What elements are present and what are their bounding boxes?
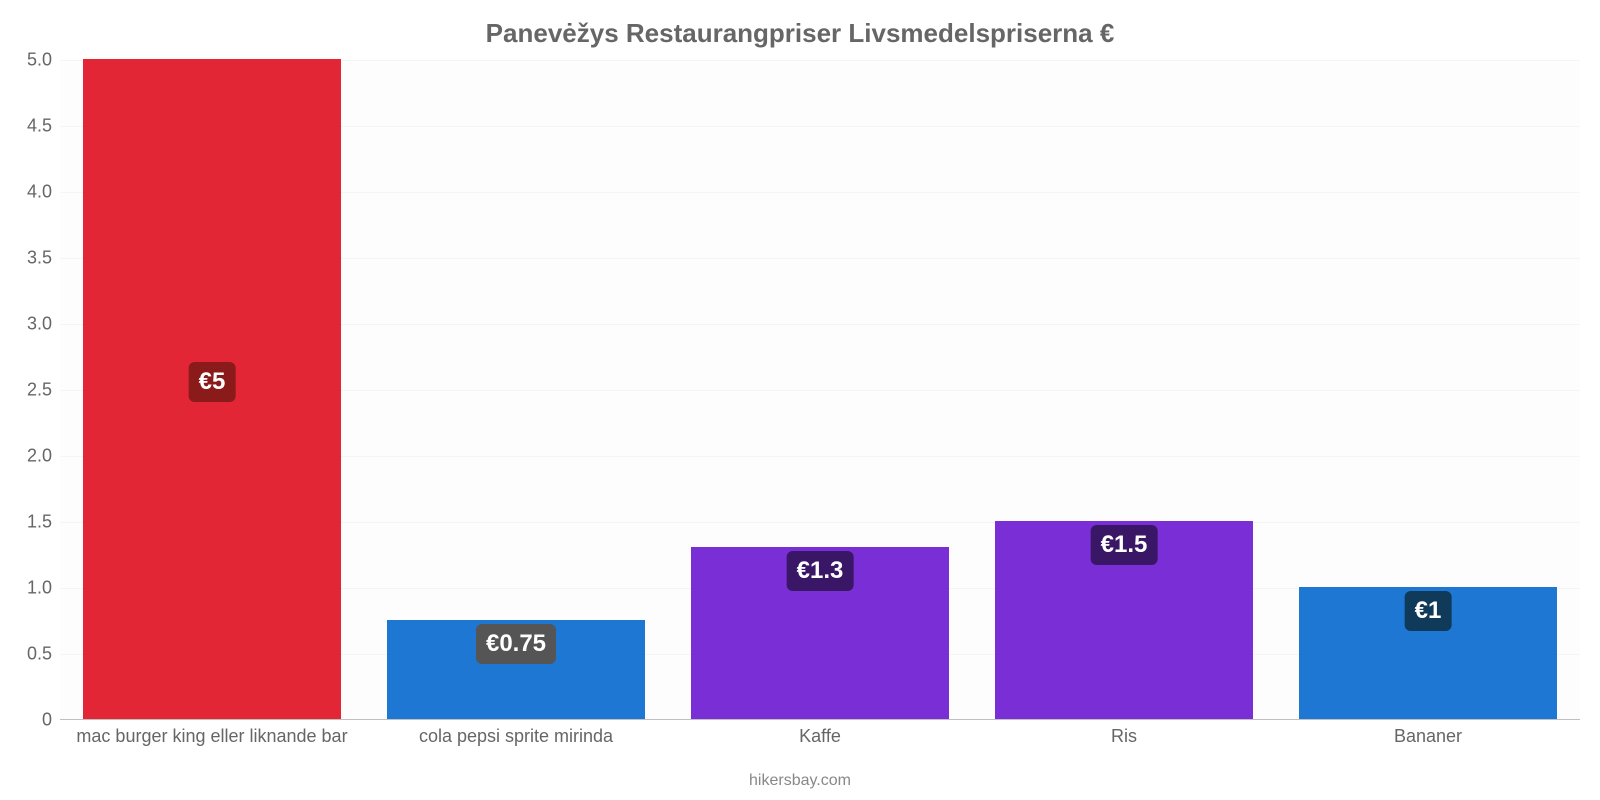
xtick-label: mac burger king eller liknande bar — [76, 726, 347, 747]
ytick-label: 2.0 — [4, 446, 52, 467]
plot-area: €5 €0.75 €1.3 €1.5 €1 — [60, 60, 1580, 720]
ytick-label: 5.0 — [4, 50, 52, 71]
ytick-label: 3.0 — [4, 314, 52, 335]
ytick-label: 1.0 — [4, 578, 52, 599]
ytick-label: 4.5 — [4, 116, 52, 137]
bar-value-label: €0.75 — [476, 624, 556, 664]
bar-value-label: €1.5 — [1091, 525, 1158, 565]
ytick-label: 0 — [4, 710, 52, 731]
bar-value-label: €5 — [189, 362, 236, 402]
bar-value-label: €1 — [1405, 591, 1452, 631]
ytick-label: 2.5 — [4, 380, 52, 401]
xtick-label: Bananer — [1394, 726, 1462, 747]
ytick-label: 3.5 — [4, 248, 52, 269]
xtick-label: Ris — [1111, 726, 1137, 747]
xtick-label: Kaffe — [799, 726, 841, 747]
ytick-label: 4.0 — [4, 182, 52, 203]
price-bar-chart: Panevėžys Restaurangpriser Livsmedelspri… — [0, 0, 1600, 800]
ytick-label: 1.5 — [4, 512, 52, 533]
chart-footer: hikersbay.com — [0, 772, 1600, 790]
xtick-label: cola pepsi sprite mirinda — [419, 726, 613, 747]
bar-value-label: €1.3 — [787, 551, 854, 591]
chart-title: Panevėžys Restaurangpriser Livsmedelspri… — [0, 18, 1600, 49]
ytick-label: 0.5 — [4, 644, 52, 665]
